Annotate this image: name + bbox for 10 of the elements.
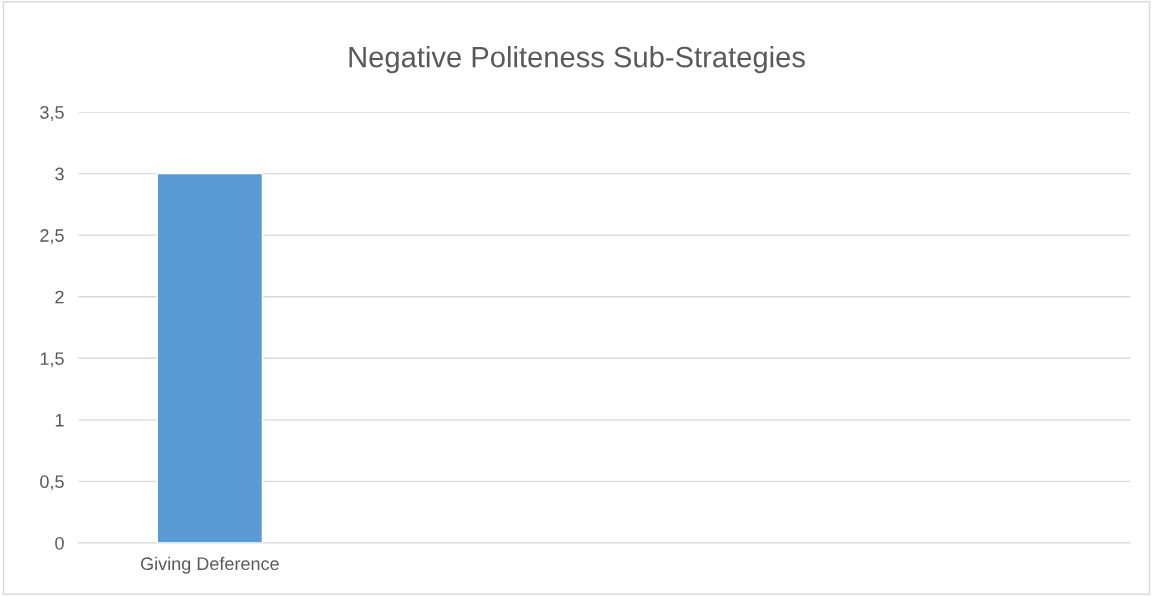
- y-tick-label: 3,5: [40, 105, 64, 121]
- y-tick-label: 0: [55, 536, 64, 550]
- y-tick-label: 1,5: [40, 352, 64, 368]
- y-tick-label: 0,5: [40, 475, 64, 491]
- y-tick-label: 3: [55, 167, 64, 181]
- x-tick-label: Giving Deference: [141, 556, 279, 574]
- y-tick-label: 2,5: [40, 229, 64, 245]
- y-tick-label: 2: [55, 290, 64, 304]
- chart-title: Negative Politeness Sub-Strategies: [349, 46, 805, 74]
- y-tick-label: 1: [55, 413, 64, 427]
